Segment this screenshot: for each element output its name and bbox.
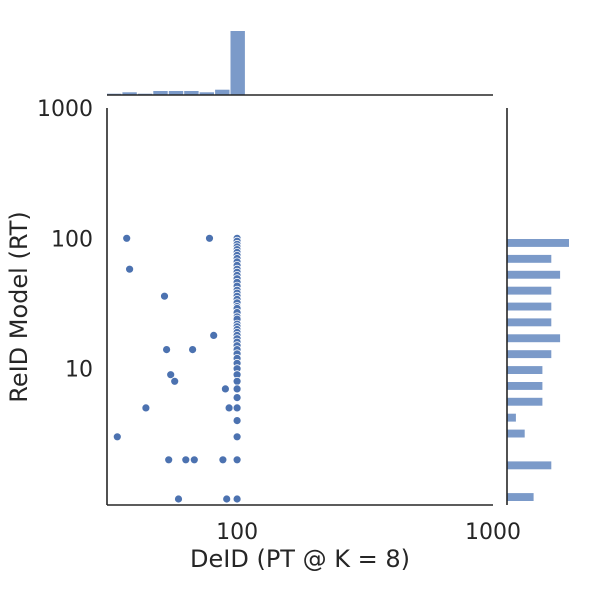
data-point [218,455,228,465]
top-histogram-bar [153,91,168,95]
right-histogram-bar [507,254,552,263]
data-point [232,494,242,504]
y-tick-label: 10 [65,358,93,383]
right-histogram-bar [507,302,552,311]
data-point [166,370,176,380]
right-histogram-bar [507,413,516,422]
data-point [222,494,232,504]
data-point [232,432,242,442]
data-point [125,264,135,274]
data-point [181,455,191,465]
data-point [122,233,132,243]
right-histogram-bar [507,350,552,359]
data-point [232,416,242,426]
right-histogram-bar [507,366,543,374]
data-point [164,455,174,465]
y-tick-label: 100 [51,227,93,252]
data-point [209,330,219,340]
data-point [205,233,214,243]
x-axis-label: DeID (PT @ K = 8) [190,545,410,573]
data-point [232,393,242,403]
x-tick-labels: 100 1000 [216,520,521,545]
right-histogram-bar [507,334,561,343]
data-point [232,455,242,465]
scatter-points [112,233,242,504]
data-point [160,291,169,301]
top-histogram-bar [215,89,230,95]
data-point [188,345,198,355]
top-histogram-bar [168,91,184,95]
right-histogram-bar [507,493,534,501]
right-histogram-bar [507,382,543,390]
top-histogram-bar [230,31,245,95]
y-tick-label: 1000 [37,97,93,122]
data-point [232,384,242,394]
right-histogram-bar [507,318,552,327]
data-point [112,432,122,442]
right-histogram-bar [507,429,525,438]
data-point [232,403,242,413]
right-histogram-bar [507,461,552,470]
data-point [224,403,234,413]
x-tick-label: 100 [216,520,258,545]
data-point [162,345,172,355]
data-point [170,376,180,386]
right-marginal-histogram [507,239,569,501]
data-point [141,403,151,413]
data-point [220,384,230,394]
data-point [232,376,242,386]
data-point [174,494,183,504]
right-histogram-bar [507,397,543,406]
top-marginal-histogram [107,31,245,95]
right-histogram-bar [507,239,569,247]
top-histogram-bar [122,92,137,95]
right-histogram-bar [507,286,552,295]
x-tick-label: 1000 [465,520,521,545]
data-point [189,455,199,465]
y-tick-labels: 10 100 1000 [37,97,93,383]
right-histogram-bar [507,270,561,279]
top-histogram-bar [199,92,214,95]
top-histogram-bar [184,91,199,95]
y-axis-label: ReID Model (RT) [5,211,33,403]
